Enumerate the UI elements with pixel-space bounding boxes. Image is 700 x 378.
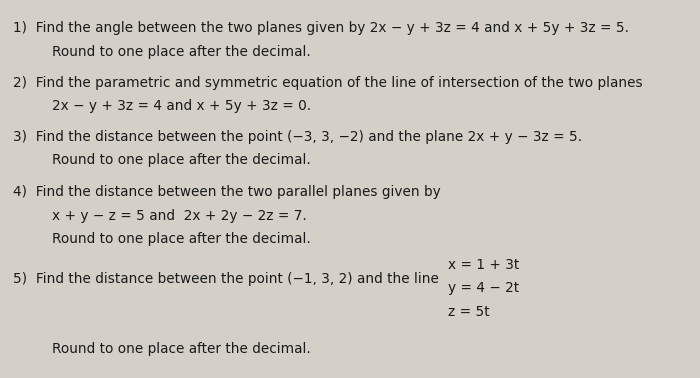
Text: 1)  Find the angle between the two planes given by 2x − y + 3z = 4 and x + 5y + : 1) Find the angle between the two planes… [13,21,629,35]
Text: Round to one place after the decimal.: Round to one place after the decimal. [52,153,312,167]
Text: x = 1 + 3t: x = 1 + 3t [448,258,519,272]
Text: z = 5t: z = 5t [448,305,489,319]
Text: y = 4 − 2t: y = 4 − 2t [448,281,519,295]
Text: 2x − y + 3z = 4 and x + 5y + 3z = 0.: 2x − y + 3z = 4 and x + 5y + 3z = 0. [52,99,312,113]
Text: 3)  Find the distance between the point (−3, 3, −2) and the plane 2x + y − 3z = : 3) Find the distance between the point (… [13,130,582,144]
Text: x + y − z = 5 and  2x + 2y − 2z = 7.: x + y − z = 5 and 2x + 2y − 2z = 7. [52,209,307,223]
Text: 5)  Find the distance between the point (−1, 3, 2) and the line: 5) Find the distance between the point (… [13,272,438,286]
Text: 4)  Find the distance between the two parallel planes given by: 4) Find the distance between the two par… [13,185,440,199]
Text: 2)  Find the parametric and symmetric equation of the line of intersection of th: 2) Find the parametric and symmetric equ… [13,76,642,90]
Text: Round to one place after the decimal.: Round to one place after the decimal. [52,342,312,356]
Text: Round to one place after the decimal.: Round to one place after the decimal. [52,45,312,59]
Text: Round to one place after the decimal.: Round to one place after the decimal. [52,232,312,246]
